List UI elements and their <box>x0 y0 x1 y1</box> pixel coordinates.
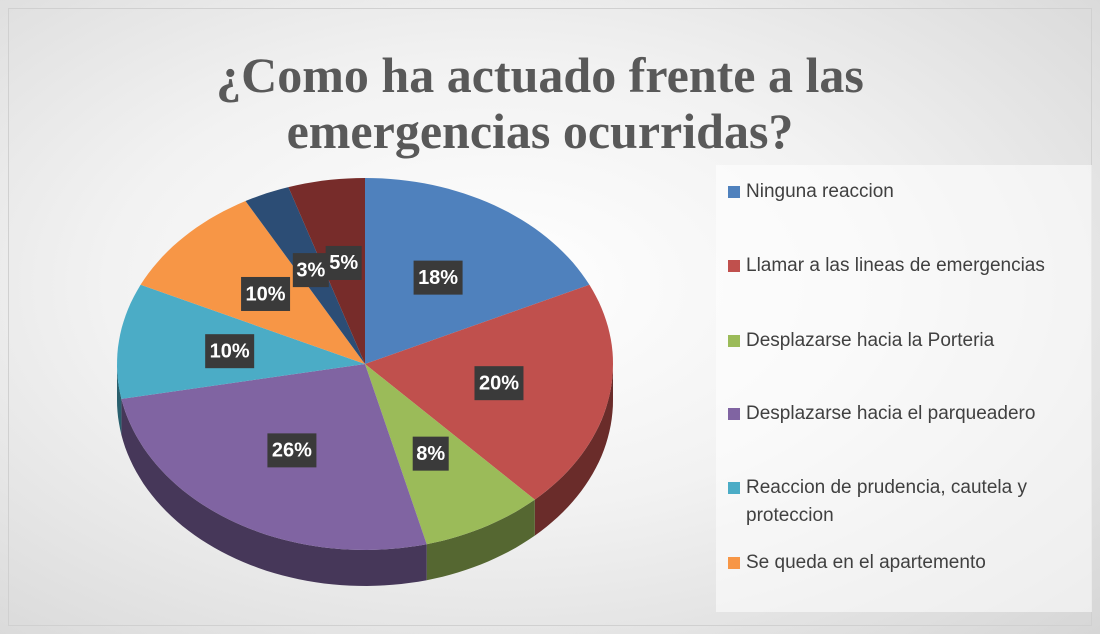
legend-swatch <box>728 408 740 420</box>
data-label-box <box>413 260 463 295</box>
slice-side <box>117 364 122 435</box>
data-label: 5% <box>329 252 358 274</box>
slice <box>365 364 535 545</box>
data-label: 20% <box>479 372 519 394</box>
legend-label: Reaccion de prudencia, cautela y protecc… <box>746 477 1027 526</box>
slice-side <box>121 398 427 586</box>
legend-swatch <box>728 482 740 494</box>
data-label: 3% <box>296 259 325 281</box>
slice-side <box>534 364 613 536</box>
legend-swatch <box>728 260 740 272</box>
data-label: 10% <box>210 340 250 362</box>
legend-swatch <box>728 186 740 198</box>
legend-label: Desplazarse hacia el parqueadero <box>746 403 1036 424</box>
legend-label: Ninguna reaccion <box>746 181 894 202</box>
data-label: 8% <box>416 443 445 465</box>
chart-title: emergencias ocurridas? <box>287 103 794 159</box>
data-label-box <box>412 436 449 471</box>
data-label: 10% <box>246 283 286 305</box>
legend-label: Desplazarse hacia la Porteria <box>746 330 995 351</box>
data-label-box <box>474 366 524 401</box>
chart-title: ¿Como ha actuado frente a las <box>216 47 864 103</box>
legend-swatch <box>728 335 740 347</box>
data-label-box <box>241 276 291 311</box>
data-label-box <box>267 433 317 468</box>
slice <box>365 178 590 364</box>
data-label: 18% <box>418 267 458 289</box>
legend: Ninguna reaccion Llamar a las lineas de e… <box>716 165 1092 612</box>
legend-label: Se queda en el apartemento <box>746 552 986 573</box>
legend-swatch <box>728 557 740 569</box>
data-label: 26% <box>272 440 312 462</box>
data-label-box <box>325 245 362 280</box>
data-label-box <box>205 334 255 369</box>
slice-side <box>426 499 535 581</box>
data-label-box <box>292 253 329 288</box>
legend-label: Llamar a las lineas de emergencias <box>746 255 1045 276</box>
